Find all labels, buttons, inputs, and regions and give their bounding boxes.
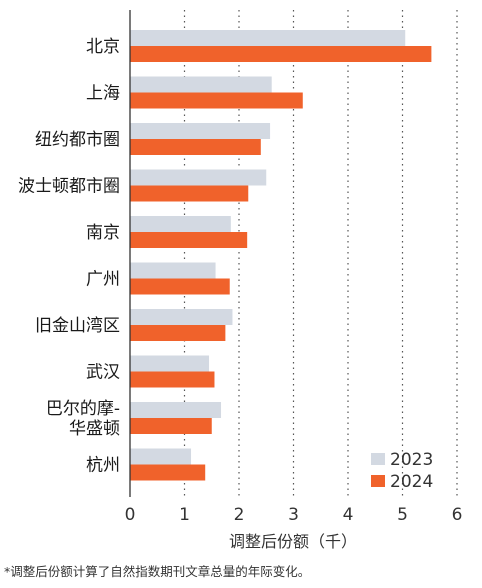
bar-2023 xyxy=(130,262,216,279)
x-tick-label: 0 xyxy=(125,505,136,525)
bar-2024 xyxy=(130,46,432,62)
x-tick-label: 5 xyxy=(397,505,408,525)
gridlines xyxy=(183,10,458,497)
footnote: *调整后份额计算了自然指数期刊文章总量的年际变化。 xyxy=(4,564,311,579)
bar-2023 xyxy=(130,216,231,232)
category-label: 波士顿都市圈 xyxy=(18,177,120,197)
bar-2024 xyxy=(130,232,248,248)
x-axis-title: 调整后份额（千） xyxy=(229,532,357,551)
bar-2024 xyxy=(130,185,249,202)
bar-2024 xyxy=(130,418,212,434)
category-label: 纽约都市圈 xyxy=(35,130,120,150)
bar-2023 xyxy=(130,123,271,139)
x-tick-label: 2 xyxy=(234,505,245,525)
category-label: 南京 xyxy=(86,223,120,243)
bar-2023 xyxy=(130,355,210,372)
category-label: 上海 xyxy=(86,84,120,104)
bar-2024 xyxy=(130,371,215,388)
category-label: 华盛顿 xyxy=(69,419,120,439)
bar-2024 xyxy=(130,139,261,155)
legend-swatch-2023 xyxy=(371,453,385,465)
x-tick-label: 4 xyxy=(343,505,354,525)
x-axis: 0 1 2 3 4 5 6 xyxy=(125,10,463,525)
category-label: 武汉 xyxy=(86,363,120,383)
bar-2024 xyxy=(130,464,206,481)
bar-2023 xyxy=(130,309,233,325)
category-label: 巴尔的摩- xyxy=(46,399,120,419)
category-label: 杭州 xyxy=(86,456,120,476)
x-tick-label: 6 xyxy=(452,505,463,525)
category-label: 旧金山湾区 xyxy=(35,316,120,336)
category-label: 北京 xyxy=(86,37,120,57)
x-tick-label: 3 xyxy=(288,505,299,525)
legend-swatch-2024 xyxy=(371,475,385,487)
bar-2023 xyxy=(130,76,272,93)
bar-2024 xyxy=(130,278,230,295)
x-tick-label: 1 xyxy=(179,505,190,525)
bar-2023 xyxy=(130,30,406,46)
category-label: 广州 xyxy=(86,270,120,290)
legend-label: 2023 xyxy=(390,450,433,470)
bars xyxy=(130,30,432,481)
bar-2023 xyxy=(130,169,267,186)
bar-2024 xyxy=(130,325,226,341)
legend-label: 2024 xyxy=(390,472,433,492)
bar-2023 xyxy=(130,402,222,418)
bar-2023 xyxy=(130,448,192,465)
bar-2024 xyxy=(130,92,303,109)
